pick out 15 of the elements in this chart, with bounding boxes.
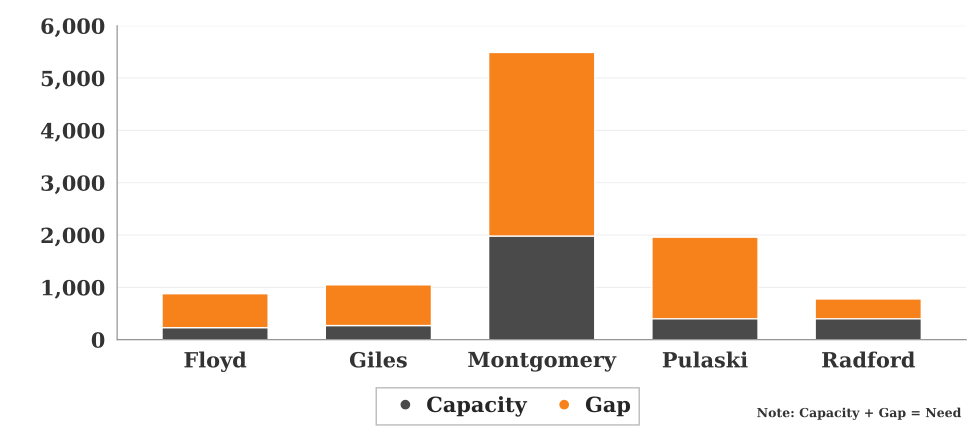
y-tick-label: 5,000: [42, 70, 104, 90]
y-tick-label: 4,000: [40, 122, 104, 142]
y-tick-label: 1,000: [42, 280, 104, 299]
y-tick-label: 0: [92, 332, 104, 348]
legend-label: Capacity: [427, 396, 528, 417]
legend-label: Gap: [586, 396, 630, 416]
text: Note: Capacity + Gap = Need: [757, 408, 962, 420]
x-tick-label: Montgomery: [468, 352, 616, 372]
x-tick-label: Pulaski: [662, 352, 748, 368]
y-tick-label: 2,000: [41, 228, 104, 246]
x-tick-label: Radford: [822, 352, 915, 368]
x-tick-label: Floyd: [184, 352, 246, 372]
y-tick-label: 3,000: [42, 175, 104, 194]
x-tick-label: Giles: [350, 352, 407, 368]
y-tick-label: 6,000: [41, 18, 104, 38]
